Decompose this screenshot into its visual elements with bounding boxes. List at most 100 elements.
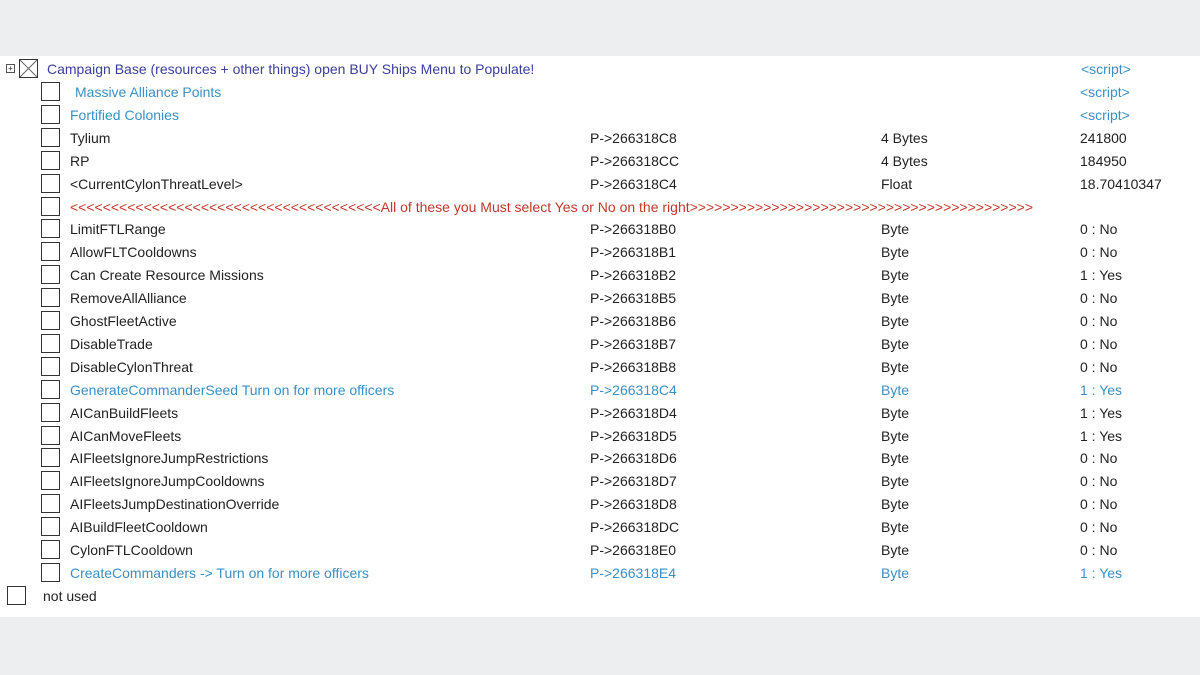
row-type: Byte — [881, 473, 910, 490]
group-header-row[interactable]: + Campaign Base (resources + other thing… — [0, 58, 1200, 81]
row-value[interactable]: 1 : Yes — [1080, 381, 1123, 398]
row-description: <CurrentCylonThreatLevel> — [70, 175, 243, 192]
row-value[interactable]: 0 : No — [1080, 221, 1118, 238]
table-row[interactable]: Fortified Colonies <script> — [0, 104, 1200, 127]
checkbox[interactable] — [41, 448, 60, 468]
row-value[interactable]: 0 : No — [1080, 496, 1118, 513]
checkbox[interactable] — [41, 311, 60, 330]
table-row[interactable]: CylonFTLCooldown P->266318E0 Byte 0 : No — [0, 539, 1200, 562]
row-address: P->266318C4 — [590, 381, 677, 398]
row-description: AICanBuildFleets — [70, 404, 179, 421]
row-value[interactable]: <script> — [1080, 84, 1130, 100]
row-value[interactable]: 0 : No — [1080, 450, 1118, 467]
row-value[interactable]: 0 : No — [1080, 358, 1118, 375]
row-type: 4 Bytes — [881, 129, 928, 146]
table-row[interactable]: RemoveAllAlliance P->266318B5 Byte 0 : N… — [0, 287, 1200, 310]
table-row[interactable]: AIFleetsJumpDestinationOverride P->26631… — [0, 493, 1200, 516]
row-address: P->266318C8 — [590, 129, 677, 146]
table-row[interactable]: <<<<<<<<<<<<<<<<<<<<<<<<<<<<<<<<<<<<<<Al… — [0, 196, 1200, 219]
checkbox[interactable] — [41, 562, 60, 582]
group-description: Campaign Base (resources + other things)… — [47, 61, 535, 77]
row-description: CreateCommanders -> Turn on for more off… — [70, 564, 369, 581]
checkbox[interactable] — [41, 104, 60, 124]
table-row[interactable]: LimitFTLRange P->266318B0 Byte 0 : No — [0, 218, 1200, 241]
row-value[interactable]: 1 : Yes — [1080, 267, 1123, 284]
table-row[interactable]: CreateCommanders -> Turn on for more off… — [0, 562, 1200, 585]
expand-icon[interactable]: + — [6, 64, 15, 73]
row-type: Byte — [881, 358, 910, 375]
row-value[interactable]: 0 : No — [1080, 542, 1118, 558]
row-address: P->266318DC — [590, 519, 680, 536]
row-description: LimitFTLRange — [70, 221, 166, 238]
checkbox[interactable] — [41, 219, 60, 239]
row-value[interactable]: 0 : No — [1080, 244, 1118, 261]
table-row[interactable]: AIFleetsIgnoreJumpCooldowns P->266318D7 … — [0, 470, 1200, 493]
row-type: Byte — [881, 290, 910, 307]
checkbox[interactable] — [41, 127, 60, 147]
row-description: AICanMoveFleets — [70, 427, 182, 444]
table-row[interactable]: DisableTrade P->266318B7 Byte 0 : No — [0, 333, 1200, 356]
row-type: Byte — [881, 519, 910, 536]
checkbox[interactable] — [41, 356, 60, 376]
row-type: Byte — [881, 313, 910, 329]
row-address: P->266318D6 — [590, 450, 677, 467]
row-value[interactable]: 0 : No — [1080, 290, 1118, 307]
checkbox[interactable] — [41, 494, 60, 514]
table-row[interactable]: RP P->266318CC 4 Bytes 184950 — [0, 150, 1200, 173]
table-row[interactable]: AICanMoveFleets P->266318D5 Byte 1 : Yes — [0, 425, 1200, 448]
row-type: Float — [881, 175, 913, 192]
table-row[interactable]: Can Create Resource Missions P->266318B2… — [0, 264, 1200, 287]
row-type: Byte — [881, 267, 910, 284]
row-value[interactable]: 0 : No — [1080, 313, 1118, 329]
row-address: P->266318B2 — [590, 267, 677, 284]
table-row[interactable]: GenerateCommanderSeed Turn on for more o… — [0, 379, 1200, 402]
row-value[interactable]: 184950 — [1080, 152, 1127, 169]
not-used-row[interactable]: not used — [0, 585, 1200, 608]
row-value[interactable]: <script> — [1080, 106, 1130, 123]
row-value[interactable]: 1 : Yes — [1080, 564, 1123, 581]
checkbox[interactable] — [41, 196, 60, 216]
row-address: P->266318D7 — [590, 473, 677, 490]
row-type: Byte — [881, 381, 910, 398]
checkbox[interactable] — [41, 150, 60, 170]
row-value[interactable]: 0 : No — [1080, 473, 1118, 490]
row-address: P->266318CC — [590, 152, 680, 169]
checkbox[interactable] — [41, 333, 60, 353]
table-row[interactable]: <CurrentCylonThreatLevel> P->266318C4 Fl… — [0, 173, 1200, 196]
row-description: RP — [70, 152, 90, 169]
checkbox[interactable] — [41, 379, 60, 399]
row-value[interactable]: 1 : Yes — [1080, 427, 1123, 444]
row-value[interactable]: 18.70410347 — [1080, 175, 1162, 192]
row-description: AIFleetsJumpDestinationOverride — [70, 496, 280, 513]
checkbox[interactable] — [41, 288, 60, 308]
checkbox[interactable] — [41, 82, 60, 101]
checkbox[interactable] — [41, 265, 60, 285]
table-row[interactable]: AllowFLTCooldowns P->266318B1 Byte 0 : N… — [0, 241, 1200, 264]
table-row[interactable]: Massive Alliance Points <script> — [0, 81, 1200, 104]
table-row[interactable]: Tylium P->266318C8 4 Bytes 241800 — [0, 127, 1200, 150]
row-value[interactable]: 0 : No — [1080, 519, 1118, 536]
table-row[interactable]: AIFleetsIgnoreJumpRestrictions P->266318… — [0, 447, 1200, 470]
checkbox[interactable] — [41, 173, 60, 193]
checkbox[interactable] — [41, 540, 60, 559]
row-value[interactable]: 0 : No — [1080, 335, 1118, 352]
table-row[interactable]: AICanBuildFleets P->266318D4 Byte 1 : Ye… — [0, 402, 1200, 425]
checkbox[interactable] — [41, 402, 60, 422]
table-row[interactable]: GhostFleetActive P->266318B6 Byte 0 : No — [0, 310, 1200, 333]
checkbox[interactable] — [41, 471, 60, 491]
row-description: RemoveAllAlliance — [70, 290, 187, 307]
row-description: AllowFLTCooldowns — [70, 244, 197, 261]
checkbox[interactable] — [41, 425, 60, 445]
checkbox[interactable] — [41, 242, 60, 262]
row-value[interactable]: 241800 — [1080, 129, 1127, 146]
row-description: Can Create Resource Missions — [70, 267, 264, 284]
crossed-checkbox[interactable] — [19, 59, 38, 78]
row-address: P->266318B1 — [590, 244, 677, 261]
checkbox[interactable] — [41, 517, 60, 537]
row-type: 4 Bytes — [881, 152, 928, 169]
table-row[interactable]: AIBuildFleetCooldown P->266318DC Byte 0 … — [0, 516, 1200, 539]
row-value[interactable]: 1 : Yes — [1080, 404, 1123, 421]
checkbox[interactable] — [7, 586, 26, 605]
table-row[interactable]: DisableCylonThreat P->266318B8 Byte 0 : … — [0, 356, 1200, 379]
row-description: not used — [43, 588, 97, 604]
